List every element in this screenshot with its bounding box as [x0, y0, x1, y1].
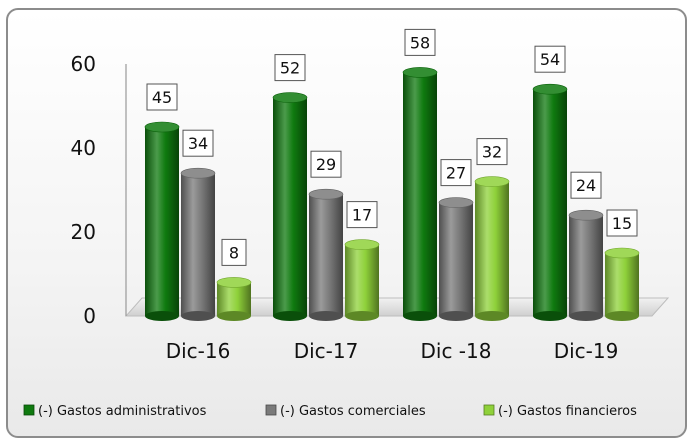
- category-label: Dic-19: [554, 339, 619, 363]
- bar-top: [272, 92, 308, 103]
- bar: [604, 247, 640, 321]
- bar-top: [532, 83, 568, 95]
- bar-top: [604, 247, 640, 259]
- bar-base: [345, 311, 379, 321]
- bar-base: [475, 311, 509, 321]
- bar-body: [475, 181, 509, 316]
- bar-top: [568, 209, 604, 221]
- data-label-box: [146, 83, 178, 111]
- bar: [402, 67, 438, 321]
- bar-body: [309, 194, 343, 316]
- legend-label: (-) Gastos financieros: [498, 404, 637, 419]
- data-label-box: [274, 54, 306, 82]
- bar-body: [403, 72, 437, 317]
- bar: [344, 239, 380, 321]
- category-label: Dic-17: [294, 339, 359, 363]
- bar-base: [217, 311, 251, 321]
- bar-base: [181, 311, 215, 321]
- y-tick-label: 20: [71, 220, 96, 244]
- data-label-box: [404, 28, 436, 56]
- bar-top: [402, 67, 438, 78]
- bar: [308, 188, 344, 321]
- data-label: 45: [152, 88, 172, 107]
- y-tick-label: 40: [71, 136, 96, 160]
- legend-swatch: [483, 404, 495, 416]
- y-tick-label: 0: [83, 304, 96, 328]
- legend-swatch: [23, 404, 35, 416]
- bar-top: [474, 176, 510, 187]
- bar-body: [569, 215, 603, 316]
- category-labels: Dic-16 Dic-17 Dic -18 Dic-19: [166, 339, 619, 363]
- data-label: 29: [316, 155, 336, 174]
- data-label: 27: [446, 164, 466, 183]
- bars: [144, 67, 640, 321]
- data-label-box: [346, 201, 378, 229]
- bar-top: [438, 197, 474, 208]
- bar-body: [145, 127, 179, 316]
- data-label: 58: [410, 33, 430, 52]
- data-label: 15: [612, 214, 632, 233]
- bar-base: [145, 311, 179, 321]
- data-label-box: [476, 138, 508, 166]
- bar-base: [605, 311, 639, 321]
- data-labels: 45 34 8 52 29 17 58 27 32 54 24 15: [146, 28, 638, 266]
- bar: [532, 83, 568, 321]
- category-label: Dic -18: [421, 339, 492, 363]
- data-label-box: [606, 209, 638, 237]
- legend-label: (-) Gastos comerciales: [280, 404, 426, 419]
- bar-body: [345, 244, 379, 316]
- bar: [272, 92, 308, 321]
- data-label: 52: [280, 59, 300, 78]
- bar-body: [181, 173, 215, 316]
- bar: [438, 197, 474, 321]
- bar-body: [533, 89, 567, 316]
- bar-top: [144, 121, 180, 133]
- data-label-box: [182, 129, 214, 157]
- bar: [216, 277, 252, 321]
- data-label: 24: [576, 176, 596, 195]
- data-label-box: [221, 238, 247, 266]
- axes: 0 20 40 60: [71, 52, 670, 328]
- legend-label: (-) Gastos administrativos: [38, 404, 207, 419]
- data-label: 17: [352, 206, 372, 225]
- bar-top: [344, 239, 380, 250]
- category-label: Dic-16: [166, 339, 231, 363]
- bar-base: [439, 311, 473, 321]
- bar-top: [216, 277, 252, 288]
- data-label: 34: [188, 134, 208, 153]
- bar-base: [403, 311, 437, 321]
- data-label-box: [440, 159, 472, 187]
- bar-base: [533, 311, 567, 321]
- bar-body: [439, 202, 473, 316]
- bar-base: [273, 311, 307, 321]
- bar: [144, 121, 180, 321]
- bar-body: [273, 97, 307, 316]
- bar: [474, 176, 510, 321]
- bar-body: [605, 253, 639, 316]
- data-label: 32: [482, 143, 502, 162]
- legend: (-) Gastos administrativos (-) Gastos com…: [23, 404, 637, 419]
- y-tick-label: 60: [71, 52, 96, 76]
- bar-body: [217, 282, 251, 316]
- legend-swatch: [265, 404, 277, 416]
- data-label: 8: [229, 243, 239, 262]
- bar-base: [569, 311, 603, 321]
- bar: [180, 167, 216, 321]
- bar-base: [309, 311, 343, 321]
- bar-top: [180, 167, 216, 179]
- bar: [568, 209, 604, 321]
- data-label: 54: [540, 50, 560, 69]
- data-label-box: [570, 171, 602, 199]
- data-label-box: [534, 45, 566, 73]
- bar-top: [308, 188, 344, 200]
- data-label-box: [310, 150, 342, 178]
